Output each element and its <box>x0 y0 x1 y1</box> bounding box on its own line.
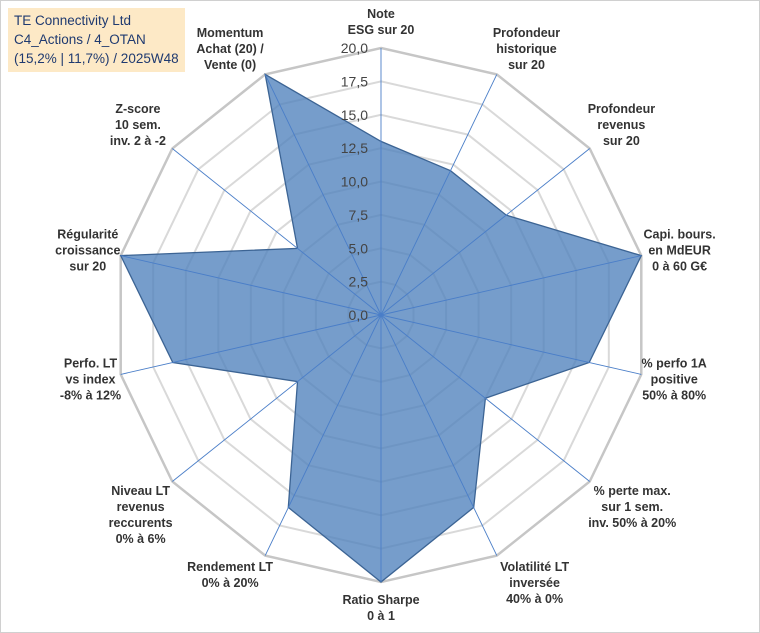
radial-tick-label: 10,0 <box>341 174 368 190</box>
category-label-line: positive <box>651 373 698 387</box>
category-label: Ratio Sharpe 0 à 1 <box>342 593 419 623</box>
category-label: % perte max. sur 1 sem. inv. 50% à 20% <box>588 484 676 530</box>
category-label-line: 40% à 0% <box>506 592 563 606</box>
axis-spoke <box>380 255 642 316</box>
category-label-line: Profondeur <box>588 102 655 116</box>
category-label-line: Vente (0) <box>204 58 256 72</box>
category-label-line: sur 1 sem. <box>601 500 663 514</box>
category-label-line: % perte max. <box>594 484 671 498</box>
portfolio-category: C4_Actions / 4_OTAN <box>14 32 146 47</box>
category-label-line: 0 à 60 G€ <box>652 260 707 274</box>
category-label-line: Profondeur <box>493 26 560 40</box>
category-label-line: Momentum <box>197 26 264 40</box>
axis-spoke <box>380 148 590 316</box>
category-labels: Note ESG sur 20 Profondeur historique sur 20… <box>55 7 716 623</box>
category-label: Z-score 10 sem. inv. 2 à -2 <box>110 102 166 148</box>
category-label-line: sur 20 <box>508 58 545 72</box>
performance-summary: (15,2% | 11,7%) / 2025W48 <box>14 51 179 66</box>
category-label-line: inv. 2 à -2 <box>110 134 166 148</box>
category-label-line: 0% à 20% <box>202 576 259 590</box>
radial-tick-label: 2,5 <box>349 274 369 290</box>
category-label: Profondeur historique sur 20 <box>493 26 560 72</box>
category-label-line: Perfo. LT <box>64 357 118 371</box>
axis-spoke <box>120 255 382 316</box>
category-label: Note ESG sur 20 <box>348 7 415 37</box>
category-label-line: croissance <box>55 244 120 258</box>
category-label-line: revenus <box>117 500 165 514</box>
category-label-line: Z-score <box>115 102 160 116</box>
axis-spoke <box>172 148 382 316</box>
radial-tick-label: 20,0 <box>341 40 368 56</box>
axis-spoke <box>120 314 382 375</box>
category-label: % perfo 1A positive 50% à 80% <box>642 357 707 403</box>
radial-axis-ticks: 0,0 2,5 5,0 7,5 10,0 12,5 15,0 17,5 20,0 <box>341 40 368 323</box>
axis-spoke <box>172 314 382 482</box>
category-label: Niveau LT revenus reccurents 0% à 6% <box>109 484 173 546</box>
category-label: Perfo. LT vs index -8% à 12% <box>60 357 121 403</box>
category-label: Capi. bours. en MdEUR 0 à 60 G€ <box>643 228 715 274</box>
category-label-line: historique <box>496 42 556 56</box>
radial-tick-label: 0,0 <box>349 307 369 323</box>
category-label-line: reccurents <box>109 516 173 530</box>
radial-tick-label: 17,5 <box>341 73 368 89</box>
axis-spoke <box>264 314 382 556</box>
radial-tick-label: 12,5 <box>341 140 368 156</box>
category-label-line: en MdEUR <box>648 244 711 258</box>
category-label-line: Ratio Sharpe <box>342 593 419 607</box>
category-label-line: Niveau LT <box>111 484 170 498</box>
category-label-line: vs index <box>65 373 115 387</box>
category-label: Volatilité LT inversée 40% à 0% <box>500 560 569 606</box>
category-label-line: Régularité <box>57 228 118 242</box>
category-label-line: sur 20 <box>603 134 640 148</box>
category-label-line: Rendement LT <box>187 560 273 574</box>
category-label-line: ESG sur 20 <box>348 23 415 37</box>
axis-spoke <box>380 314 498 556</box>
category-label-line: Note <box>367 7 395 21</box>
company-name: TE Connectivity Ltd <box>14 13 132 28</box>
radar-spokes <box>120 48 642 582</box>
axis-spoke <box>380 74 498 316</box>
category-label-line: Capi. bours. <box>643 228 715 242</box>
category-label-line: 50% à 80% <box>642 389 706 403</box>
category-label-line: % perfo 1A <box>642 357 707 371</box>
category-label-line: revenus <box>597 118 645 132</box>
axis-spoke <box>264 74 382 316</box>
radial-tick-label: 5,0 <box>349 240 369 256</box>
category-label: Profondeur revenus sur 20 <box>588 102 655 148</box>
category-label-line: 0% à 6% <box>116 532 166 546</box>
category-label: Rendement LT 0% à 20% <box>187 560 273 590</box>
category-label-line: 10 sem. <box>115 118 161 132</box>
axis-spoke <box>380 314 590 482</box>
axis-spoke <box>380 314 642 375</box>
radial-tick-label: 7,5 <box>349 207 369 223</box>
category-label-line: inv. 50% à 20% <box>588 516 676 530</box>
radial-tick-label: 15,0 <box>341 107 368 123</box>
category-label-line: inversée <box>509 576 560 590</box>
category-label: Régularité croissance sur 20 <box>55 228 120 274</box>
category-label-line: sur 20 <box>69 260 106 274</box>
category-label-line: Volatilité LT <box>500 560 569 574</box>
category-label-line: -8% à 12% <box>60 389 121 403</box>
category-label-line: Achat (20) / <box>196 42 264 56</box>
category-label-line: 0 à 1 <box>367 609 395 623</box>
category-label: Momentum Achat (20) / Vente (0) <box>196 26 264 72</box>
chart-title-box: TE Connectivity Ltd C4_Actions / 4_OTAN … <box>8 8 185 72</box>
